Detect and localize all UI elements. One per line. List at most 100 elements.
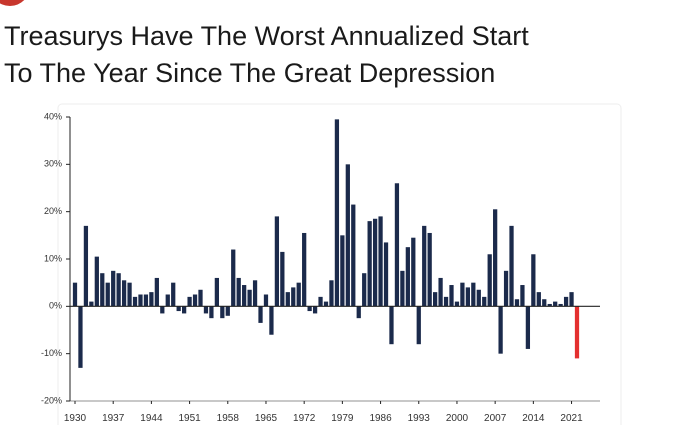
y-tick-label: -10%: [41, 348, 62, 358]
bar: [525, 306, 531, 349]
bar: [427, 232, 432, 307]
bar: [149, 292, 154, 307]
y-tick-label: 0%: [49, 301, 62, 311]
bar: [165, 294, 170, 307]
y-tick-label: 20%: [44, 206, 62, 216]
bar: [553, 301, 558, 307]
bar: [291, 287, 296, 307]
bar: [198, 289, 203, 307]
bar: [465, 287, 470, 307]
bar: [503, 270, 509, 307]
y-tick-label: 10%: [44, 253, 62, 263]
bar: [209, 306, 214, 319]
bar: [231, 249, 236, 307]
bar: [192, 294, 198, 307]
bar: [367, 221, 372, 307]
bar: [318, 296, 323, 307]
bar: [72, 282, 78, 307]
x-tick-label: 2000: [446, 413, 469, 424]
x-tick-label: 1979: [331, 413, 354, 424]
bar: [345, 164, 350, 307]
x-tick-label: 2021: [560, 413, 583, 424]
bar: [269, 306, 274, 335]
bar: [182, 306, 187, 314]
chart-title: To The Year Since The Great Depression: [4, 58, 495, 88]
bar: [400, 270, 405, 307]
bar: [542, 299, 547, 307]
bar: [476, 289, 481, 307]
bar: [203, 306, 209, 314]
bar: [83, 225, 89, 307]
chart-title: Treasurys Have The Worst Annualized Star…: [4, 21, 529, 51]
bar: [520, 285, 525, 307]
bar: [160, 306, 165, 314]
bar: [143, 294, 149, 307]
bar: [258, 306, 263, 323]
bar: [252, 280, 258, 307]
bar: [443, 296, 449, 307]
bar: [536, 292, 541, 307]
bar: [307, 306, 312, 312]
bar: [176, 306, 181, 312]
x-tick-label: 1944: [140, 413, 163, 424]
bar: [574, 306, 580, 359]
bar: [105, 282, 110, 307]
bar: [323, 301, 329, 307]
bar: [509, 225, 514, 307]
bar: [383, 242, 389, 307]
bar: [498, 306, 503, 354]
bar: [405, 247, 410, 307]
logo: [0, 0, 25, 6]
bar: [334, 119, 340, 307]
bar: [116, 273, 121, 307]
bar: [280, 251, 285, 307]
bar: [100, 273, 105, 307]
bar: [111, 270, 116, 307]
x-tick-label: 1965: [255, 413, 278, 424]
x-tick-label: 1958: [217, 413, 240, 424]
bar: [171, 282, 176, 307]
bar: [225, 306, 230, 316]
bar: [187, 296, 192, 307]
y-tick-label: 30%: [44, 159, 62, 169]
bar: [94, 256, 99, 307]
x-tick-label: 1951: [178, 413, 201, 424]
bar: [460, 282, 465, 307]
bar: [372, 218, 378, 307]
x-tick-label: 1937: [102, 413, 125, 424]
bar: [531, 254, 536, 307]
y-tick-label: -20%: [41, 395, 62, 405]
bar: [220, 306, 225, 319]
bar: [433, 292, 438, 307]
bar: [263, 294, 269, 307]
bar: [422, 225, 427, 307]
bar: [471, 282, 476, 307]
bar: [340, 235, 345, 307]
bar: [351, 204, 356, 307]
bar: [493, 209, 498, 307]
bar: [454, 301, 460, 307]
bar: [274, 216, 280, 307]
x-tick-label: 1993: [408, 413, 431, 424]
bar: [362, 273, 367, 307]
bar: [558, 303, 563, 307]
x-tick-label: 2014: [522, 413, 545, 424]
bar: [569, 292, 574, 307]
bar: [214, 277, 219, 307]
bar: [132, 296, 138, 307]
bar: [302, 232, 307, 307]
y-tick-label: 40%: [44, 111, 62, 121]
bar: [449, 285, 454, 307]
x-tick-label: 1972: [293, 413, 316, 424]
bar: [242, 285, 247, 307]
bar: [127, 282, 132, 307]
bar: [312, 306, 318, 314]
bar: [547, 303, 552, 307]
bar: [78, 306, 83, 368]
bar: [138, 294, 143, 307]
bar: [482, 296, 487, 307]
bar: [236, 277, 241, 307]
bar: [329, 280, 334, 307]
bar: [285, 292, 290, 307]
